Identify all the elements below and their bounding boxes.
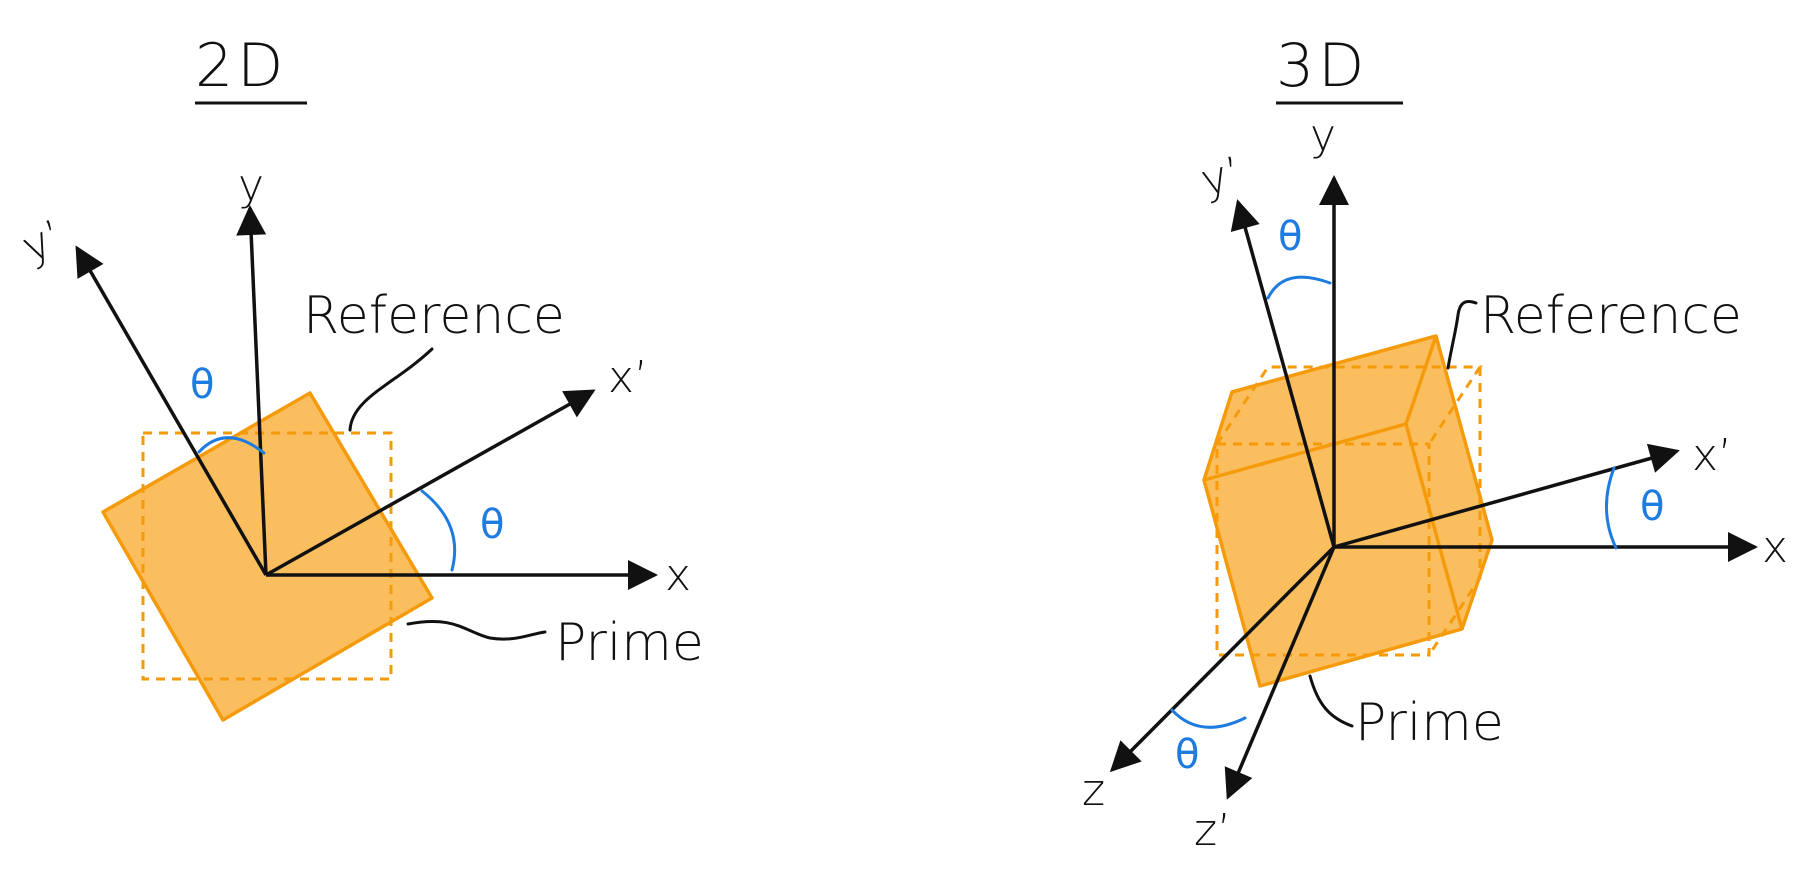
reference-cube-side [1427,367,1482,656]
reference-leader-3d [1446,300,1478,370]
theta-label-3d-top: θ [1278,214,1302,260]
theta-label-3d-right: θ [1640,484,1664,530]
y-prime-axis-3d [1230,199,1336,548]
theta-label-2d-right: θ [480,502,504,548]
y-prime-axis-label-3d: y’ [1195,147,1247,207]
x-axis-label-3d: x [1762,522,1788,573]
theta-arc-2d-top [197,436,266,455]
x-prime-axis-3d [1333,443,1680,549]
panel-2d-title: 2D [195,31,287,101]
theta-arc-2d-right [420,489,457,572]
x-prime-axis-label-3d: x’ [1692,430,1732,481]
reference-label-2d: Reference [303,286,565,346]
y-prime-axis-2d [75,245,268,576]
theta-arc-3d-bottom [1170,708,1247,729]
prime-label-3d: Prime [1355,693,1504,753]
x-prime-axis-2d [265,389,596,577]
x-prime-axis-label-2d: x’ [608,352,648,403]
panel-3d: 3D x y z x’ y’ z’ θ θ [1082,31,1788,856]
prime-label-2d: Prime [555,613,704,673]
z-axis-3d [1109,545,1336,773]
y-axis-label-2d: y [238,160,264,211]
reference-leader-2d [348,347,434,432]
reference-cube-top [1215,365,1483,445]
y-prime-axis-label-2d: y’ [14,210,72,273]
reference-cube-3d [1215,365,1483,657]
y-axis-label-3d: y [1310,110,1336,161]
panel-2d: 2D x y x’ y’ θ θ Reference Prime [14,31,704,722]
panel-3d-title: 3D [1276,31,1368,101]
y-axis-2d [236,205,268,576]
prime-cube-vertical-edge [1404,423,1464,630]
reference-square-2d [141,431,393,681]
x-axis-label-2d: x [665,550,691,601]
reference-label-3d: Reference [1480,286,1742,346]
theta-label-2d-top: θ [190,362,214,408]
prime-leader-2d [406,619,547,641]
theta-arc-3d-right [1605,466,1618,550]
prime-cube-3d [1202,334,1494,688]
prime-square-2d [101,391,434,722]
z-axis-label-3d: z [1082,765,1105,816]
theta-label-3d-bottom: θ [1175,732,1199,778]
prime-leader-3d [1308,674,1354,728]
theta-arc-3d-top [1266,275,1332,300]
reference-cube-front [1215,442,1431,657]
z-prime-axis-3d [1224,546,1336,800]
z-prime-axis-label-3d: z’ [1194,805,1231,856]
